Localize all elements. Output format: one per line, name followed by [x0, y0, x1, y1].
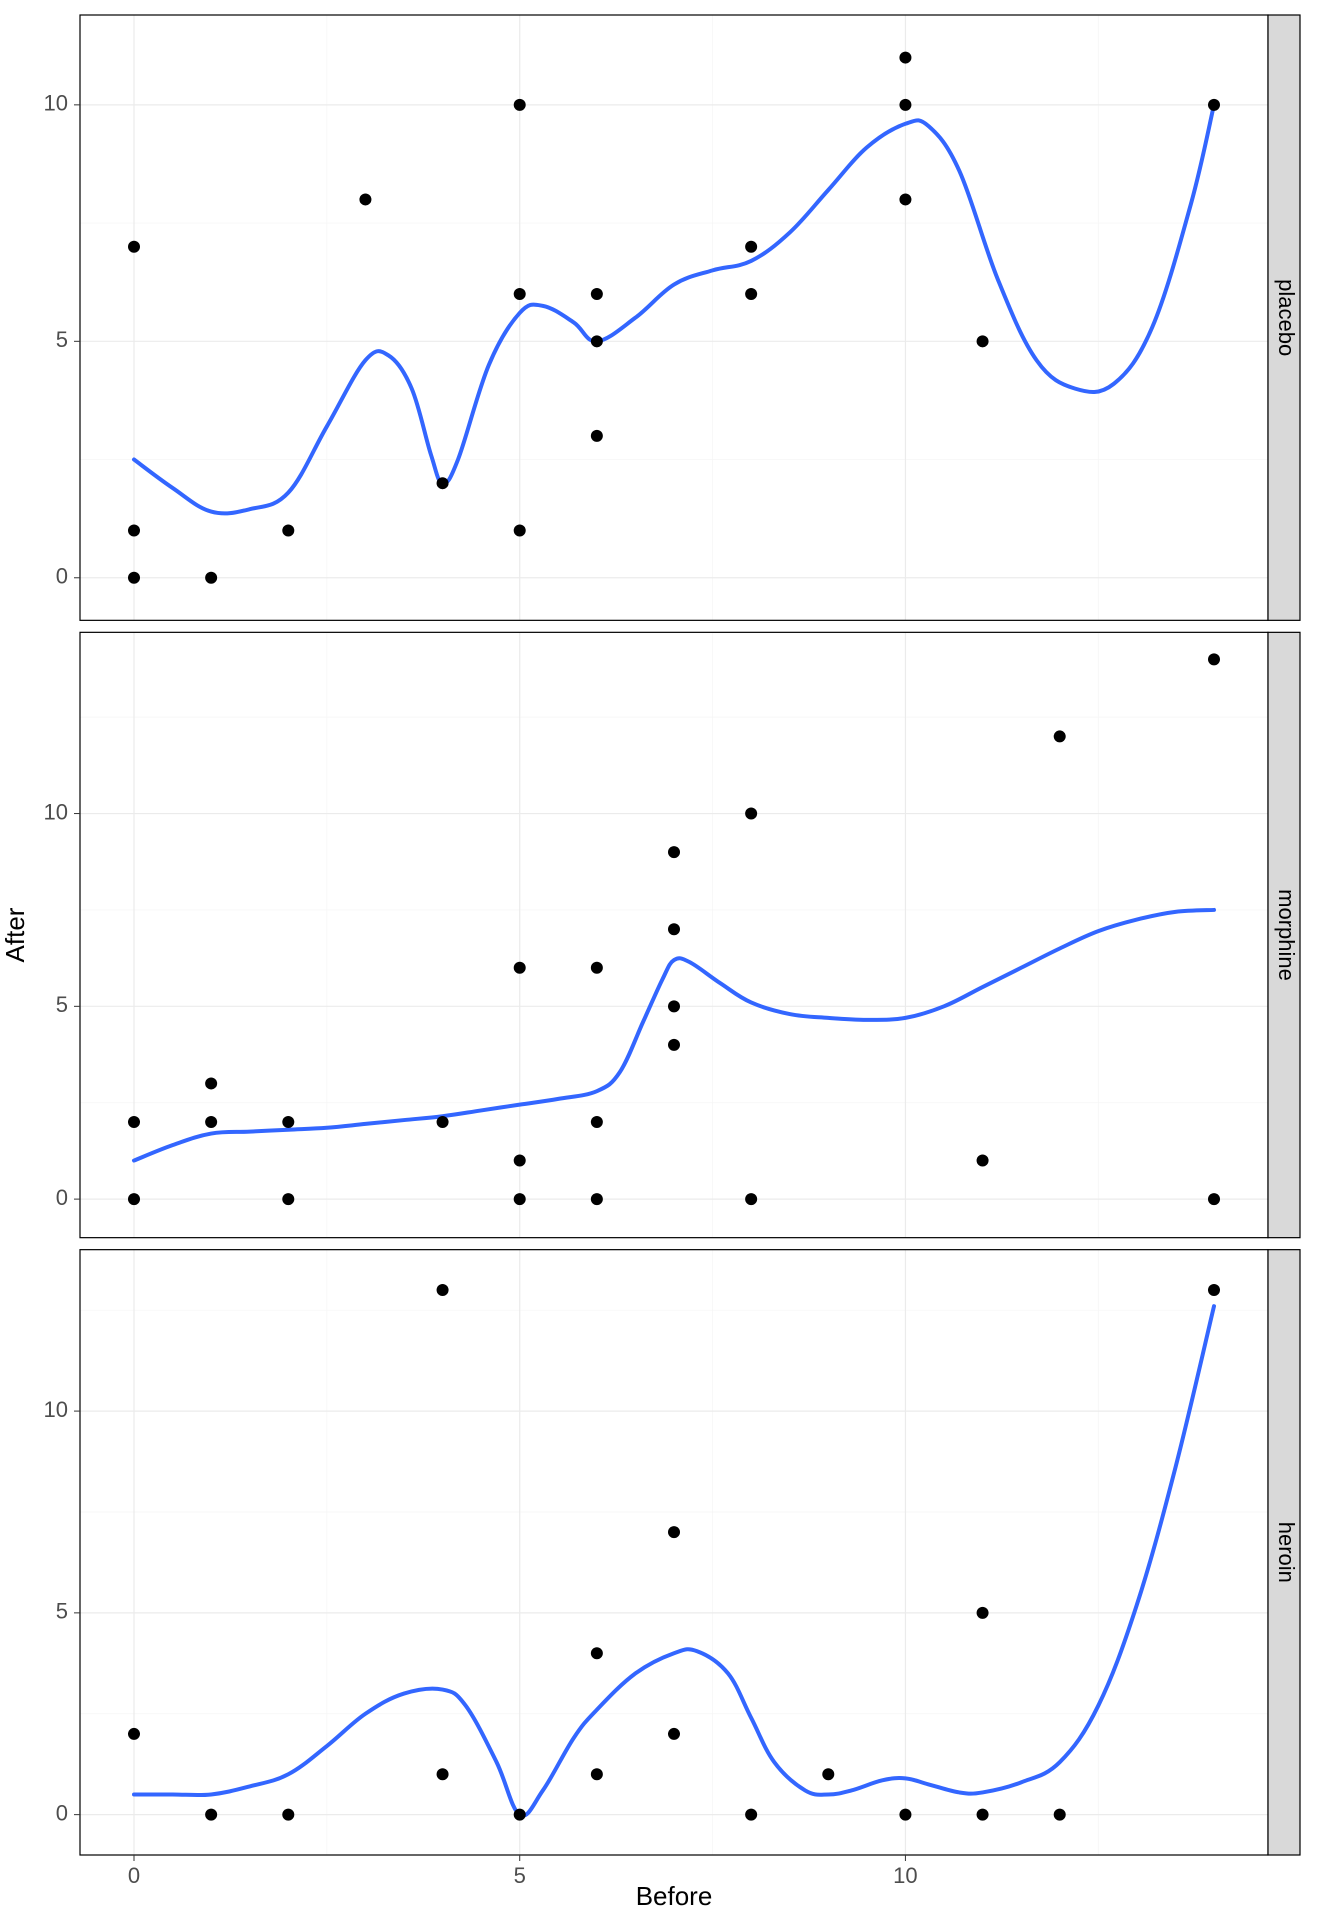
facet-morphine: morphine 0 5 10: [44, 632, 1300, 1237]
data-point: [514, 524, 526, 536]
data-point: [977, 335, 989, 347]
data-point: [668, 1000, 680, 1012]
facet-label: morphine: [1274, 889, 1299, 981]
data-point: [591, 1768, 603, 1780]
data-point: [668, 1728, 680, 1740]
data-point: [1054, 1809, 1066, 1821]
data-point: [437, 477, 449, 489]
data-point: [668, 923, 680, 935]
y-tick-label: 5: [56, 327, 68, 352]
y-tick-label: 10: [44, 91, 68, 116]
data-point: [128, 1193, 140, 1205]
data-point: [128, 1728, 140, 1740]
data-point: [822, 1768, 834, 1780]
data-point: [437, 1284, 449, 1296]
data-point: [359, 193, 371, 205]
data-point: [591, 335, 603, 347]
chart-svg: AfterBeforeplacebo0510morphine0510heroin…: [0, 0, 1344, 1920]
data-point: [514, 1155, 526, 1167]
data-point: [668, 1526, 680, 1538]
data-point: [437, 1116, 449, 1128]
data-point: [282, 524, 294, 536]
data-point: [899, 52, 911, 64]
data-point: [1208, 653, 1220, 665]
data-point: [745, 288, 757, 300]
y-tick-label: 0: [56, 1800, 68, 1825]
data-point: [514, 99, 526, 111]
data-point: [745, 1193, 757, 1205]
data-point: [591, 1193, 603, 1205]
data-point: [591, 1116, 603, 1128]
x-tick-label: 0: [128, 1863, 140, 1888]
y-tick-label: 5: [56, 992, 68, 1017]
data-point: [128, 241, 140, 253]
y-tick-label: 0: [56, 1185, 68, 1210]
x-axis-title: Before: [636, 1881, 713, 1911]
data-point: [514, 962, 526, 974]
data-point: [899, 99, 911, 111]
data-point: [282, 1193, 294, 1205]
data-point: [977, 1155, 989, 1167]
data-point: [591, 1647, 603, 1659]
data-point: [745, 241, 757, 253]
data-point: [437, 1768, 449, 1780]
y-tick-label: 10: [44, 799, 68, 824]
y-tick-label: 0: [56, 564, 68, 589]
data-point: [591, 288, 603, 300]
y-axis-title: After: [0, 907, 30, 962]
data-point: [1208, 1284, 1220, 1296]
data-point: [514, 288, 526, 300]
data-point: [282, 1809, 294, 1821]
data-point: [745, 808, 757, 820]
data-point: [1208, 1193, 1220, 1205]
y-tick-label: 5: [56, 1599, 68, 1624]
data-point: [899, 1809, 911, 1821]
data-point: [128, 572, 140, 584]
data-point: [591, 430, 603, 442]
x-tick-label: 5: [514, 1863, 526, 1888]
data-point: [205, 1116, 217, 1128]
data-point: [899, 193, 911, 205]
facet-label: heroin: [1274, 1522, 1299, 1583]
data-point: [128, 524, 140, 536]
data-point: [514, 1193, 526, 1205]
data-point: [977, 1809, 989, 1821]
data-point: [205, 1809, 217, 1821]
data-point: [668, 846, 680, 858]
data-point: [977, 1607, 989, 1619]
data-point: [205, 572, 217, 584]
data-point: [591, 962, 603, 974]
facet-placebo: placebo 0 5 10: [44, 15, 1300, 620]
facet-label: placebo: [1274, 279, 1299, 356]
y-tick-label: 10: [44, 1397, 68, 1422]
data-point: [282, 1116, 294, 1128]
data-point: [128, 1116, 140, 1128]
data-point: [745, 1809, 757, 1821]
data-point: [1208, 99, 1220, 111]
data-point: [1054, 730, 1066, 742]
x-tick-label: 10: [893, 1863, 917, 1888]
data-point: [514, 1809, 526, 1821]
facet-heroin: heroin 0 5 10: [44, 1250, 1300, 1855]
data-point: [668, 1039, 680, 1051]
data-point: [205, 1077, 217, 1089]
faceted-chart: AfterBeforeplacebo0510morphine0510heroin…: [0, 0, 1344, 1920]
